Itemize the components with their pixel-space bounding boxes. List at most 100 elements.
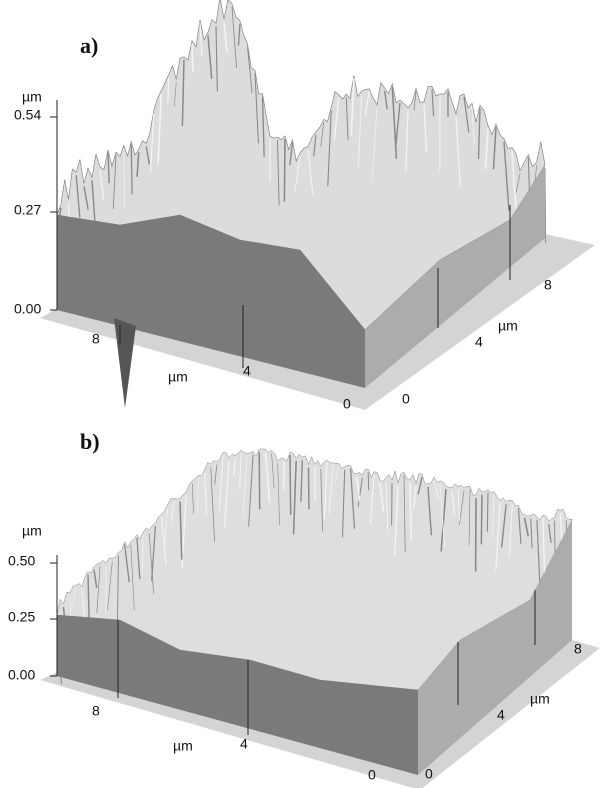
texture-line bbox=[320, 469, 323, 532]
front-face bbox=[57, 615, 418, 775]
x-tick-label: 4 bbox=[240, 736, 248, 752]
texture-line bbox=[379, 482, 385, 512]
texture-line bbox=[307, 467, 310, 510]
surface bbox=[56, 0, 546, 331]
texture-line bbox=[385, 480, 388, 531]
texture-line bbox=[93, 569, 98, 589]
texture-line bbox=[75, 175, 81, 218]
texture-line bbox=[167, 77, 170, 103]
z-tick-label: 0.00 bbox=[14, 301, 41, 317]
texture-line bbox=[491, 494, 495, 537]
texture-line bbox=[451, 490, 456, 517]
spike bbox=[114, 318, 136, 408]
texture-line bbox=[457, 489, 461, 521]
texture-line bbox=[405, 110, 409, 172]
texture-line bbox=[207, 35, 213, 79]
texture-line bbox=[264, 452, 271, 503]
texture-line bbox=[254, 73, 259, 144]
texture-line bbox=[242, 456, 248, 516]
texture-line bbox=[289, 142, 294, 166]
surface-texture bbox=[56, 452, 573, 685]
texture-line bbox=[214, 464, 218, 485]
y-unit: µm bbox=[498, 318, 518, 334]
texture-line bbox=[355, 476, 361, 502]
texture-line bbox=[395, 102, 401, 146]
texture-line bbox=[223, 21, 228, 54]
texture-line bbox=[107, 561, 113, 611]
texture-line bbox=[116, 555, 119, 623]
texture-line bbox=[403, 475, 406, 553]
texture-line bbox=[548, 524, 552, 543]
texture-line bbox=[123, 148, 126, 210]
texture-line bbox=[530, 518, 533, 549]
texture-line bbox=[328, 465, 334, 514]
panel-b: b) µm 0.50 0.25 0.00 8 4 0 µm 0 4 8 µm bbox=[8, 429, 600, 788]
x-tick-label: 4 bbox=[243, 363, 251, 379]
texture-line bbox=[112, 155, 117, 210]
texture-line bbox=[440, 488, 447, 552]
y-unit: µm bbox=[530, 691, 550, 707]
texture-line bbox=[500, 504, 507, 548]
texture-line bbox=[174, 82, 177, 107]
texture-line bbox=[181, 59, 185, 127]
y-tick-label: 4 bbox=[497, 707, 505, 723]
texture-line bbox=[83, 186, 89, 210]
texture-line bbox=[223, 460, 230, 528]
texture-line bbox=[409, 482, 413, 541]
texture-line bbox=[349, 468, 356, 529]
texture-line bbox=[261, 96, 265, 158]
texture-line bbox=[357, 477, 363, 508]
texture-line bbox=[130, 544, 135, 611]
x-unit: µm bbox=[173, 738, 193, 754]
texture-line bbox=[96, 566, 101, 613]
texture-line bbox=[471, 106, 475, 144]
panel-a: a) µm 0.54 0.27 0.00 8 4 0 µm 0 4 8 µm bbox=[14, 0, 595, 412]
z-tick-label: 0.25 bbox=[8, 609, 35, 625]
texture-line bbox=[170, 501, 175, 523]
texture-line bbox=[218, 455, 224, 511]
texture-line bbox=[313, 134, 317, 157]
texture-line bbox=[350, 78, 355, 137]
texture-line bbox=[130, 144, 133, 195]
texture-line bbox=[327, 110, 332, 186]
texture-line bbox=[294, 155, 301, 192]
texture-line bbox=[523, 517, 530, 537]
texture-line bbox=[277, 140, 280, 206]
side-face bbox=[418, 520, 572, 775]
texture-line bbox=[417, 476, 423, 495]
texture-line bbox=[191, 483, 194, 514]
texture-line bbox=[542, 518, 546, 577]
z-tick-label: 0.50 bbox=[8, 553, 35, 569]
z-tick-label: 0.54 bbox=[14, 107, 41, 123]
texture-line bbox=[477, 108, 481, 160]
texture-line bbox=[277, 463, 280, 526]
texture-line bbox=[486, 492, 489, 532]
texture-line bbox=[248, 454, 254, 527]
texture-line bbox=[179, 501, 183, 560]
texture-line bbox=[271, 453, 275, 489]
texture-line bbox=[515, 173, 521, 193]
texture-line bbox=[91, 180, 96, 222]
texture-line bbox=[484, 128, 489, 170]
texture-line bbox=[455, 116, 461, 187]
texture-line bbox=[148, 533, 154, 594]
texture-line bbox=[511, 150, 517, 210]
texture-line bbox=[231, 6, 237, 69]
texture-line bbox=[393, 485, 399, 557]
texture-line bbox=[458, 490, 465, 526]
texture-line bbox=[468, 489, 471, 546]
texture-line bbox=[142, 535, 144, 576]
texture-line bbox=[423, 104, 428, 153]
texture-line bbox=[123, 544, 130, 583]
texture-line bbox=[239, 453, 242, 489]
texture-line bbox=[371, 107, 378, 179]
texture-line bbox=[157, 93, 163, 165]
texture-line bbox=[463, 96, 470, 133]
texture-line bbox=[369, 474, 375, 525]
texture-line bbox=[413, 91, 417, 111]
texture-line bbox=[99, 169, 105, 202]
texture-line bbox=[145, 146, 151, 165]
texture-line bbox=[364, 91, 370, 116]
